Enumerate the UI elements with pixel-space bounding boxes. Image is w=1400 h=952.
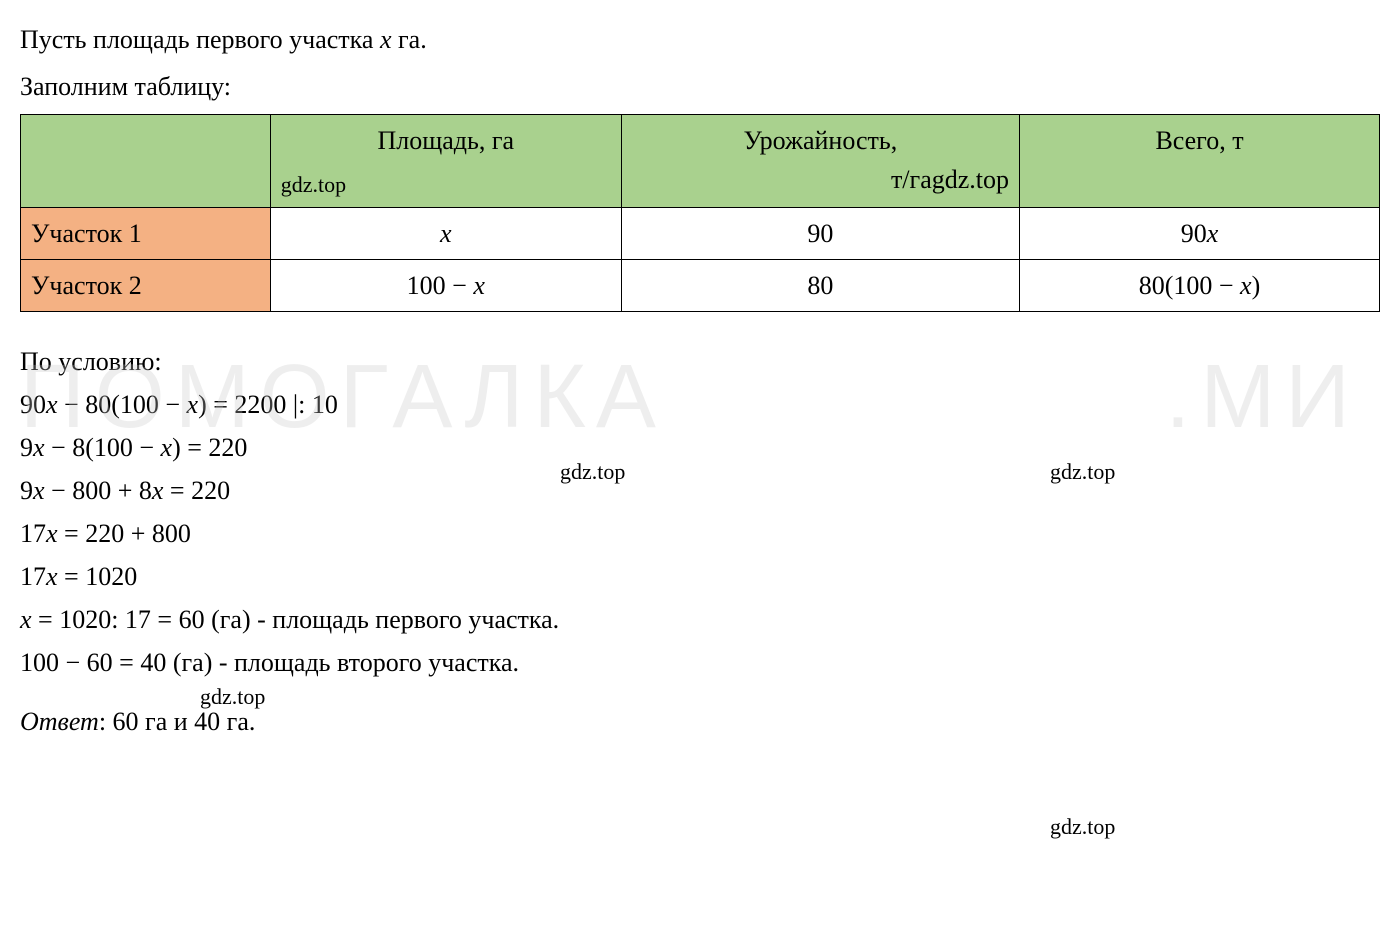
row1-area: x — [270, 208, 621, 260]
row2-total-prefix: 80(100 − — [1139, 271, 1240, 300]
gdz-watermark: gdz.top — [1050, 810, 1115, 843]
header-total-text: Всего, т — [1155, 126, 1243, 155]
eq-mid: = 1020: 17 = 60 (га) - площадь первого у… — [32, 605, 560, 634]
header-total: Всего, т — [1020, 115, 1380, 208]
gdz-watermark-header1: gdz.top — [281, 168, 611, 201]
equation-line: 9x − 8(100 − x) = 220 — [20, 428, 1380, 467]
eq-var: x — [46, 390, 58, 419]
row1-total: 90x — [1020, 208, 1380, 260]
row2-total: 80(100 − x) — [1020, 260, 1380, 312]
gdz-watermark-header2: gdz.top — [932, 165, 1009, 194]
row-label-1: Участок 1 — [21, 208, 271, 260]
eq-var: x — [33, 433, 45, 462]
row2-area-var: x — [473, 271, 485, 300]
equations-block: По условию: 90x − 80(100 − x) = 2200 |: … — [20, 342, 1380, 682]
row2-area: 100 − x — [270, 260, 621, 312]
answer-block: Ответ: 60 га и 40 га. — [20, 702, 1380, 741]
header-yield: Урожайность, т/гаgdz.top — [621, 115, 1019, 208]
eq-prefix: 9 — [20, 476, 33, 505]
eq-prefix: 90 — [20, 390, 46, 419]
eq-var2: x — [161, 433, 173, 462]
equation-line: 17x = 1020 — [20, 557, 1380, 596]
data-table: Площадь, га gdz.top Урожайность, т/гаgdz… — [20, 114, 1380, 312]
intro-prefix: Пусть площадь первого участка — [20, 25, 380, 54]
eq-suffix: = 1020 — [58, 562, 138, 591]
eq-prefix: 100 − 60 = 40 (га) - площадь второго уча… — [20, 648, 519, 677]
intro-var: x — [380, 25, 392, 54]
table-header-row: Площадь, га gdz.top Урожайность, т/гаgdz… — [21, 115, 1380, 208]
row1-total-prefix: 90 — [1181, 219, 1207, 248]
equation-line: 17x = 220 + 800 — [20, 514, 1380, 553]
answer-text: : 60 га и 40 га. — [99, 707, 256, 736]
header-yield-text: Урожайность, — [744, 126, 898, 155]
row1-area-val: x — [440, 219, 452, 248]
row2-total-var: x — [1240, 271, 1252, 300]
equations-title: По условию: — [20, 342, 1380, 381]
eq-var: x — [46, 562, 58, 591]
eq-prefix: 17 — [20, 519, 46, 548]
eq-suffix: = 220 — [163, 476, 230, 505]
header-area-text: Площадь, га — [377, 126, 514, 155]
intro-line-2: Заполним таблицу: — [20, 67, 1380, 106]
eq-var: x — [33, 476, 45, 505]
row2-area-prefix: 100 − — [407, 271, 474, 300]
equation-line: 90x − 80(100 − x) = 2200 |: 10 — [20, 385, 1380, 424]
eq-var: x — [20, 605, 32, 634]
eq-suffix: ) = 220 — [172, 433, 247, 462]
row-label-2: Участок 2 — [21, 260, 271, 312]
header-yield-unit: т/га — [891, 165, 932, 194]
equation-line: 100 − 60 = 40 (га) - площадь второго уча… — [20, 643, 1380, 682]
eq-prefix: 9 — [20, 433, 33, 462]
eq-mid: − 800 + 8 — [45, 476, 152, 505]
eq-suffix: ) = 2200 |: 10 — [198, 390, 338, 419]
equation-line: 9x − 800 + 8x = 220 — [20, 471, 1380, 510]
row2-yield: 80 — [621, 260, 1019, 312]
header-empty — [21, 115, 271, 208]
eq-mid: − 80(100 − — [58, 390, 187, 419]
row2-total-suffix: ) — [1252, 271, 1261, 300]
intro-suffix: га. — [391, 25, 426, 54]
answer-label: Ответ — [20, 707, 99, 736]
eq-suffix: = 220 + 800 — [58, 519, 191, 548]
equation-line: x = 1020: 17 = 60 (га) - площадь первого… — [20, 600, 1380, 639]
intro-line-1: Пусть площадь первого участка x га. — [20, 20, 1380, 59]
eq-mid: − 8(100 − — [45, 433, 161, 462]
eq-var: x — [46, 519, 58, 548]
table-row: Участок 1 x 90 90x — [21, 208, 1380, 260]
row1-total-var: x — [1207, 219, 1219, 248]
eq-var2: x — [187, 390, 199, 419]
eq-prefix: 17 — [20, 562, 46, 591]
table-row: Участок 2 100 − x 80 80(100 − x) — [21, 260, 1380, 312]
header-area: Площадь, га gdz.top — [270, 115, 621, 208]
row1-yield: 90 — [621, 208, 1019, 260]
eq-var2: x — [152, 476, 164, 505]
